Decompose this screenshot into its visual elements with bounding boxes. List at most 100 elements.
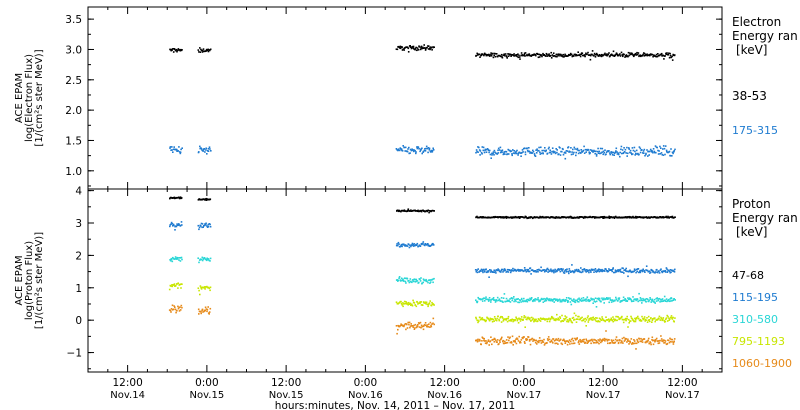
data-point	[534, 320, 537, 322]
data-point	[487, 340, 489, 342]
data-point	[579, 338, 581, 341]
data-point	[563, 272, 566, 274]
data-point	[644, 271, 646, 273]
data-point	[613, 152, 616, 154]
data-point	[606, 54, 608, 57]
data-point	[569, 54, 572, 56]
data-point	[556, 299, 559, 301]
data-point	[412, 326, 414, 328]
data-point	[525, 338, 527, 340]
data-point	[613, 217, 616, 219]
data-point	[484, 148, 487, 151]
data-point	[645, 341, 647, 344]
data-point	[656, 146, 658, 149]
data-point	[511, 299, 513, 302]
data-point	[672, 316, 674, 319]
data-point	[509, 298, 511, 300]
data-point	[667, 339, 669, 341]
data-point	[512, 149, 514, 151]
data-point	[548, 151, 551, 154]
data-point	[519, 320, 522, 322]
data-point	[570, 303, 573, 306]
data-point	[596, 216, 599, 219]
data-point	[478, 216, 481, 219]
data-point	[498, 298, 501, 300]
data-point	[555, 342, 558, 345]
x-tick-label-time: 12:00	[429, 377, 459, 389]
data-point	[617, 297, 620, 300]
data-point	[555, 338, 557, 340]
data-point	[404, 323, 407, 325]
data-point	[414, 281, 417, 283]
data-point	[536, 343, 538, 345]
data-point	[485, 54, 488, 57]
data-point	[511, 335, 514, 338]
data-point	[656, 297, 658, 299]
data-point	[635, 152, 637, 155]
data-point	[523, 336, 525, 338]
data-point	[513, 55, 516, 57]
data-point	[624, 339, 626, 341]
data-point	[646, 149, 648, 151]
data-point	[521, 151, 523, 154]
data-point	[400, 300, 402, 303]
data-point	[620, 340, 623, 342]
data-point	[575, 151, 577, 154]
data-point	[511, 269, 513, 272]
data-point	[639, 318, 642, 321]
data-point	[593, 298, 595, 301]
data-point	[620, 145, 623, 148]
data-point	[574, 53, 576, 56]
legend-title: Electron	[732, 15, 781, 29]
data-point	[636, 51, 638, 54]
x-tick-label-time: 12:00	[271, 377, 301, 389]
data-point	[610, 151, 612, 153]
x-tick-label-date: Nov.16	[427, 390, 462, 401]
data-point	[175, 258, 178, 260]
data-point	[479, 150, 482, 152]
data-point	[640, 337, 642, 340]
data-point	[201, 256, 204, 259]
data-point	[535, 54, 537, 57]
data-point	[405, 328, 407, 331]
data-point	[573, 151, 575, 154]
data-point	[501, 336, 503, 339]
data-point	[505, 215, 508, 218]
data-point	[629, 320, 631, 323]
data-point	[581, 269, 584, 271]
data-point	[551, 54, 554, 56]
data-point	[598, 298, 600, 301]
data-point	[416, 280, 419, 282]
data-point	[555, 216, 557, 218]
data-point	[671, 216, 673, 219]
data-point	[561, 270, 563, 272]
data-point	[180, 256, 183, 259]
series-1060-1900	[168, 304, 676, 350]
data-point	[635, 299, 637, 302]
data-point	[517, 301, 519, 304]
data-point	[557, 299, 560, 301]
data-point	[534, 341, 537, 344]
data-point	[484, 300, 486, 302]
y-axis-label: [1/(cm²s ster MeV)]	[34, 232, 45, 329]
data-point	[670, 271, 672, 274]
data-point	[420, 210, 423, 213]
data-point	[576, 300, 579, 303]
data-point	[643, 148, 646, 151]
data-point	[629, 341, 631, 344]
data-point	[511, 318, 514, 321]
data-point	[598, 342, 600, 345]
data-point	[659, 301, 661, 303]
data-point	[567, 301, 569, 303]
data-point	[400, 148, 402, 150]
data-point	[651, 53, 653, 56]
data-point	[499, 316, 502, 319]
data-point	[594, 317, 597, 319]
data-point	[422, 46, 424, 49]
data-point	[514, 152, 516, 155]
data-point	[536, 53, 539, 55]
data-point	[209, 223, 211, 226]
data-point	[558, 319, 560, 321]
